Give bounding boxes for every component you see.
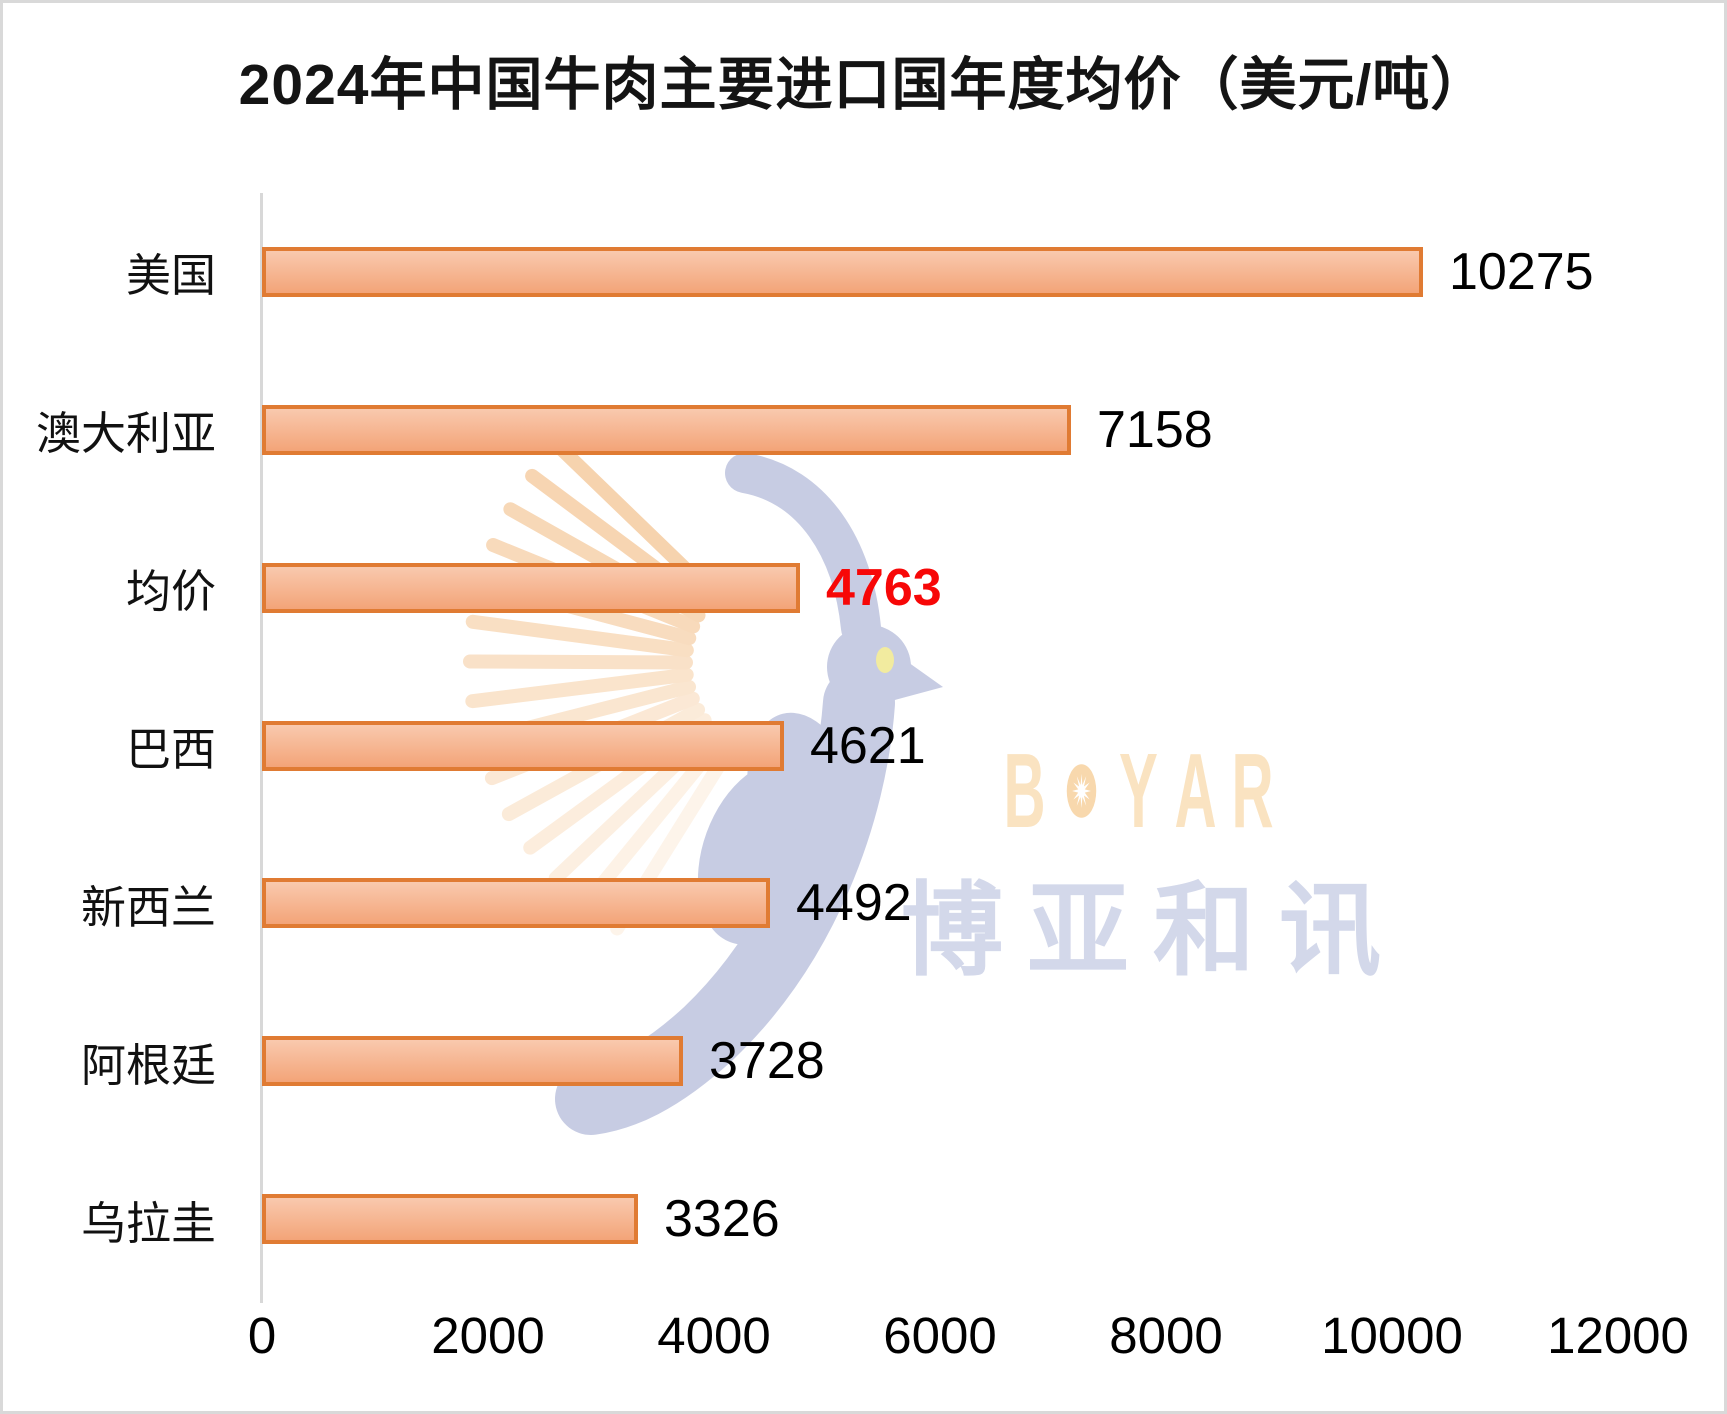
bar-row: 乌拉圭 3326 [3, 1140, 1724, 1298]
x-tick-label: 12000 [1547, 1307, 1689, 1364]
x-axis-tick-labels: 0 2000 4000 6000 8000 10000 12000 [248, 1306, 1689, 1376]
value-label: 3728 [709, 1032, 825, 1091]
value-label: 4763 [826, 558, 942, 617]
value-label: 3326 [664, 1190, 780, 1249]
x-tick-label: 6000 [883, 1307, 997, 1364]
x-tick-label: 0 [247, 1307, 277, 1364]
value-label: 4621 [810, 716, 926, 775]
bar-row: 均价 4763 [3, 509, 1724, 667]
bar-row: 澳大利亚 7158 [3, 351, 1724, 509]
y-axis-line [260, 193, 263, 1303]
bar-row: 美国 10275 [3, 193, 1724, 351]
chart-title: 2024年中国牛肉主要进口国年度均价（美元/吨） [238, 53, 1489, 117]
x-tick-label: 2000 [431, 1307, 545, 1364]
bar [262, 246, 1423, 297]
x-tick-label: 4000 [657, 1307, 771, 1364]
bar [262, 562, 800, 613]
value-label: 4492 [796, 874, 912, 933]
category-label: 新西兰 [80, 881, 216, 933]
bar-row: 新西兰 4492 [3, 824, 1724, 982]
category-label: 阿根廷 [80, 1039, 216, 1091]
category-label: 均价 [125, 566, 216, 618]
category-label: 巴西 [125, 724, 216, 775]
bar [262, 878, 770, 929]
bar-row: 阿根廷 3728 [3, 982, 1724, 1140]
bar [262, 1194, 638, 1245]
x-tick-label: 8000 [1109, 1307, 1223, 1364]
value-label: 7158 [1097, 400, 1213, 459]
category-label: 美国 [125, 250, 216, 302]
bar-row: 巴西 4621 [3, 667, 1724, 825]
bar [262, 1036, 683, 1087]
bar [262, 720, 784, 771]
x-tick-label: 10000 [1321, 1307, 1463, 1364]
category-label: 澳大利亚 [35, 408, 216, 460]
bar-rows: 美国 10275 澳大利亚 7158 均价 4763 巴西 4621 新西兰 4492 阿根廷 372… [3, 193, 1724, 1298]
category-label: 乌拉圭 [80, 1197, 216, 1249]
bar [262, 404, 1071, 455]
value-label: 10275 [1449, 242, 1594, 301]
